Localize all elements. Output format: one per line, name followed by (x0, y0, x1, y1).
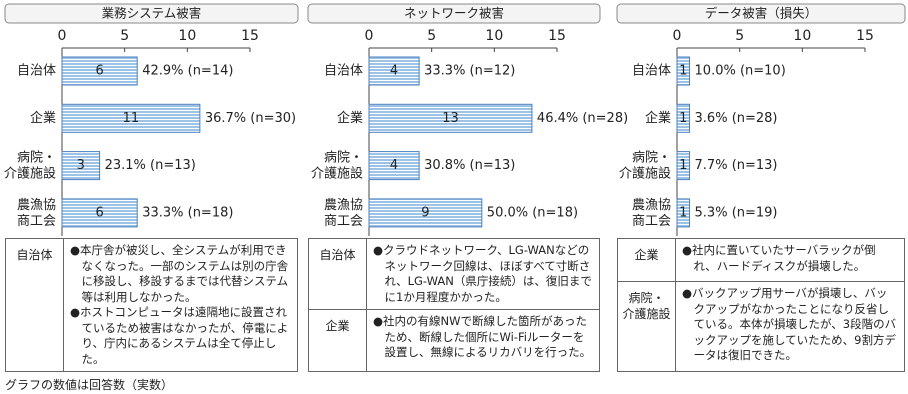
bar (368, 103, 533, 133)
bar-value-label: 3 (77, 158, 85, 173)
row-items: ●本庁舎が被災し、全システムが利用できなくなった。一部のシステムは別の庁舎に移設… (64, 239, 297, 371)
bar-value-label: 11 (123, 111, 140, 126)
title-box (616, 3, 906, 24)
bar-value-label: 6 (95, 64, 103, 79)
bullet-item: ●社内に置いていたサーバラックが倒れ、ハードディスクが損壊した。 (682, 243, 876, 273)
bar-value-label: 1 (679, 205, 687, 220)
bar (676, 198, 691, 228)
bar (676, 103, 691, 133)
row-label: 自治体 (309, 239, 367, 310)
comment-table: 自治体 ●クラウドネットワーク、LG-WANなどのネットワーク回線は、ほぼすべて寸… (308, 238, 600, 372)
category-label: 企業 (645, 110, 671, 126)
x-tick-label: 10 (793, 28, 811, 44)
table-row: 企業 ●社内の有線NWで断線した箇所があったため、断線した個所にWi-Fiルーター… (309, 309, 599, 371)
bar-annotation: 7.7% (n=13) (695, 158, 778, 173)
title-box (307, 3, 601, 24)
bar-annotation: 33.3% (n=18) (142, 205, 233, 220)
bar (368, 151, 420, 181)
category-label: 企業 (337, 110, 363, 126)
bar-annotation: 36.7% (n=30) (205, 111, 296, 126)
row-label: 自治体 (6, 239, 64, 371)
title-box (4, 3, 299, 24)
category-label: 自治体 (324, 64, 363, 79)
x-tick-label: 0 (365, 28, 374, 44)
bar-value-label: 4 (390, 64, 398, 79)
bar-value-label: 6 (95, 205, 103, 220)
bar (676, 56, 691, 86)
bar-annotation: 46.4% (n=28) (537, 111, 628, 126)
category-label: 病院・介護施設 (311, 150, 363, 181)
x-tick-label: 10 (485, 28, 503, 44)
bar-value-label: 13 (442, 111, 459, 126)
bar-value-label: 1 (679, 158, 687, 173)
bar (368, 198, 483, 228)
bullet-item: ●本庁舎が被災し、全システムが利用できなくなった。一部のシステムは別の庁舎に移設… (70, 243, 289, 304)
panel-title: ネットワーク被害 (404, 6, 504, 21)
panel-title: 業務システム被害 (102, 6, 202, 21)
x-tick-label: 5 (735, 28, 744, 44)
bullet-item: ●ホストコンピュータは遠隔地に設置されているため被害はなかったが、停電により、庁… (70, 305, 289, 366)
bar-value-label: 1 (679, 111, 687, 126)
category-label: 病院・介護施設 (619, 150, 671, 181)
bar-annotation: 42.9% (n=14) (142, 64, 233, 79)
bar-annotation: 10.0% (n=10) (695, 64, 786, 79)
bullet-item: ●クラウドネットワーク、LG-WANなどのネットワーク回線は、ほぼすべて寸断され… (373, 243, 592, 304)
row-items: ●クラウドネットワーク、LG-WANなどのネットワーク回線は、ほぼすべて寸断され… (367, 239, 599, 309)
category-label: 企業 (30, 110, 56, 126)
x-tick-label: 15 (856, 28, 874, 44)
bullet-item: ●社内の有線NWで断線した箇所があったため、断線した個所にWi-Fiルーターを設… (373, 314, 592, 360)
table-row: 自治体 ●本庁舎が被災し、全システムが利用できなくなった。一部のシステムは別の庁舎… (6, 239, 297, 371)
bar (61, 103, 201, 133)
category-label: 自治体 (632, 64, 671, 79)
bullet-item: ●バックアップ用サーバが損壊し、バックアップがなかったことになり反省している。本… (682, 286, 897, 363)
bar-annotation: 50.0% (n=18) (487, 205, 578, 220)
x-tick-label: 15 (548, 28, 566, 44)
table-row: 病院・ 介護施設 ●バックアップ用サーバが損壊し、バックアップがなかったことになり… (618, 281, 904, 371)
bar-annotation: 33.3% (n=12) (424, 64, 515, 79)
row-items: ●社内に置いていたサーバラックが倒れ、ハードディスクが損壊した。 (676, 239, 904, 281)
row-items: ●バックアップ用サーバが損壊し、バックアップがなかったことになり反省している。本… (676, 282, 904, 371)
row-items: ●社内の有線NWで断線した箇所があったため、断線した個所にWi-Fiルーターを設… (367, 310, 599, 371)
bar-value-label: 1 (679, 64, 687, 79)
table-row: 自治体 ●クラウドネットワーク、LG-WANなどのネットワーク回線は、ほぼすべて寸… (309, 239, 599, 310)
table-row: 企業 ●社内に置いていたサーバラックが倒れ、ハードディスクが損壊した。 (618, 239, 904, 282)
category-label: 自治体 (17, 64, 56, 79)
x-tick-label: 0 (58, 28, 67, 44)
x-tick-label: 15 (241, 28, 259, 44)
footnote: グラフの数値は回答数（実数） (5, 378, 174, 392)
row-label: 企業 (618, 239, 676, 282)
bar (61, 198, 138, 228)
category-label: 農漁協商工会 (632, 197, 671, 228)
comment-table: 自治体 ●本庁舎が被災し、全システムが利用できなくなった。一部のシステムは別の庁舎… (5, 238, 298, 372)
row-label: 病院・ 介護施設 (618, 282, 676, 371)
x-tick-label: 5 (120, 28, 129, 44)
bar-annotation: 23.1% (n=13) (105, 158, 196, 173)
bar (368, 56, 420, 86)
bar-value-label: 9 (421, 205, 429, 220)
category-label: 農漁協商工会 (17, 197, 56, 228)
x-tick-label: 10 (178, 28, 196, 44)
bar-annotation: 5.3% (n=19) (695, 205, 778, 220)
bar (676, 151, 691, 181)
comment-table: 企業 ●社内に置いていたサーバラックが倒れ、ハードディスクが損壊した。 病院・ 介護… (617, 238, 905, 372)
category-label: 農漁協商工会 (324, 197, 363, 228)
x-tick-label: 5 (427, 28, 436, 44)
bar-annotation: 30.8% (n=13) (424, 158, 515, 173)
category-label: 病院・介護施設 (4, 150, 56, 181)
bar-value-label: 4 (390, 158, 398, 173)
x-tick-label: 0 (673, 28, 682, 44)
row-label: 企業 (309, 310, 367, 371)
bar (61, 56, 138, 86)
panel-title: データ被害（損失） (705, 6, 818, 21)
bar-annotation: 3.6% (n=28) (695, 111, 778, 126)
bar (61, 151, 101, 181)
